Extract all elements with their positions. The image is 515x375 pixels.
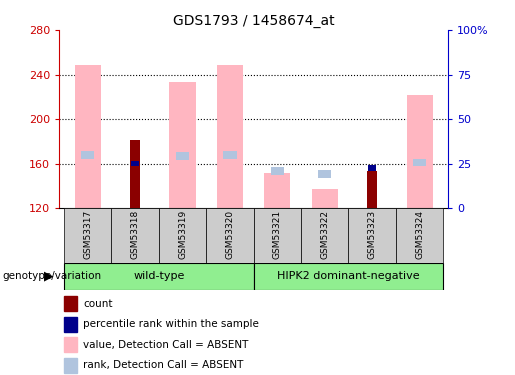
Text: count: count <box>83 298 113 309</box>
Text: GSM53317: GSM53317 <box>83 210 92 259</box>
FancyBboxPatch shape <box>206 208 253 262</box>
FancyBboxPatch shape <box>253 262 443 290</box>
Text: GSM53318: GSM53318 <box>131 210 140 259</box>
Text: percentile rank within the sample: percentile rank within the sample <box>83 319 260 329</box>
Bar <box>224 151 236 159</box>
Bar <box>75 64 101 208</box>
Text: value, Detection Call = ABSENT: value, Detection Call = ABSENT <box>83 340 249 350</box>
Bar <box>264 172 290 208</box>
FancyBboxPatch shape <box>111 208 159 262</box>
Text: GSM53319: GSM53319 <box>178 210 187 259</box>
Bar <box>318 170 332 177</box>
Text: GSM53324: GSM53324 <box>415 210 424 259</box>
Text: GSM53322: GSM53322 <box>320 210 329 259</box>
FancyBboxPatch shape <box>349 208 396 262</box>
FancyBboxPatch shape <box>64 262 253 290</box>
FancyBboxPatch shape <box>64 208 111 262</box>
FancyBboxPatch shape <box>253 208 301 262</box>
Bar <box>169 82 196 208</box>
Bar <box>131 161 140 166</box>
Bar <box>367 171 377 208</box>
Text: GSM53320: GSM53320 <box>226 210 234 259</box>
Text: rank, Detection Call = ABSENT: rank, Detection Call = ABSENT <box>83 360 244 370</box>
Bar <box>413 159 426 166</box>
Text: ▶: ▶ <box>44 270 54 282</box>
Bar <box>176 152 189 160</box>
Text: HIPK2 dominant-negative: HIPK2 dominant-negative <box>277 271 420 281</box>
Bar <box>81 151 94 159</box>
FancyBboxPatch shape <box>301 208 349 262</box>
Bar <box>130 140 140 208</box>
Bar <box>368 165 376 171</box>
Text: wild-type: wild-type <box>133 271 184 281</box>
Title: GDS1793 / 1458674_at: GDS1793 / 1458674_at <box>173 13 334 28</box>
FancyBboxPatch shape <box>396 208 443 262</box>
Bar <box>406 94 433 208</box>
FancyBboxPatch shape <box>159 208 206 262</box>
Bar <box>312 189 338 208</box>
Text: genotype/variation: genotype/variation <box>3 271 101 281</box>
Bar <box>217 64 243 208</box>
Text: GSM53323: GSM53323 <box>368 210 376 259</box>
Text: GSM53321: GSM53321 <box>273 210 282 259</box>
Bar <box>271 168 284 175</box>
